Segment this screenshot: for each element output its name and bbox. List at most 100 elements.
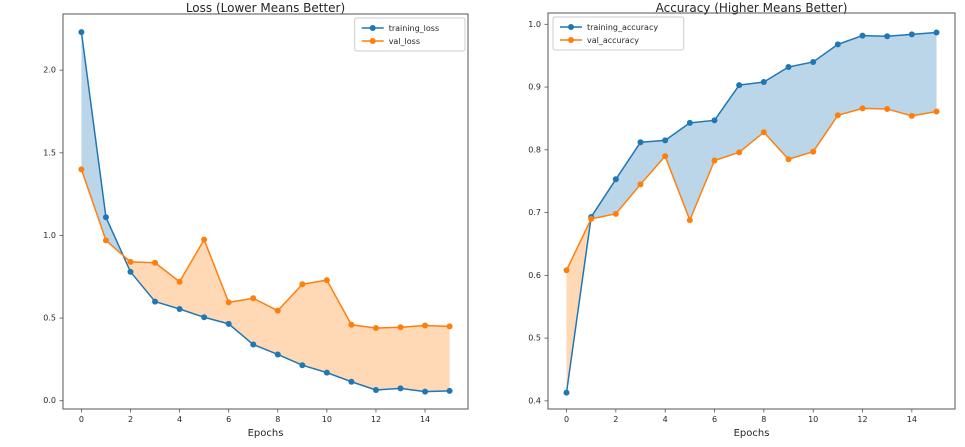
val_accuracy-point — [760, 129, 767, 136]
training_loss-point — [250, 341, 257, 348]
val_loss-point — [274, 307, 281, 314]
training_accuracy-point — [760, 79, 767, 86]
training_loss-point — [201, 314, 208, 321]
val_accuracy-point — [662, 153, 669, 160]
legend-label: val_accuracy — [587, 36, 639, 45]
val_loss-point — [78, 166, 85, 173]
training_accuracy-point — [908, 31, 915, 38]
y-tick-label: 0.5 — [528, 334, 541, 343]
loss-chart-title: Loss (Lower Means Better) — [186, 1, 345, 15]
fill-band — [123, 239, 450, 392]
val_loss-point — [446, 323, 453, 330]
training_loss-point — [152, 298, 159, 305]
val_loss-point — [102, 237, 109, 244]
plot-area — [547, 12, 956, 410]
x-tick-label: 6 — [226, 415, 231, 424]
training_loss-point — [127, 268, 134, 275]
training_accuracy-point — [637, 139, 644, 146]
y-tick-label: 2.0 — [43, 66, 56, 75]
legend-marker-sample — [568, 37, 574, 43]
y-tick-label: 1.0 — [528, 20, 541, 29]
training_loss-point — [372, 386, 379, 393]
fill-band — [81, 32, 124, 256]
y-tick-label: 0.9 — [528, 83, 541, 92]
val_accuracy-line — [565, 107, 937, 271]
val_accuracy-point — [834, 112, 841, 119]
y-tick-label: 1.0 — [43, 231, 56, 240]
accuracy-chart-title: Accuracy (Higher Means Better) — [656, 1, 848, 15]
training_loss-point — [422, 388, 429, 395]
legend-marker-sample — [568, 24, 574, 30]
val_accuracy-point — [785, 156, 792, 163]
val_accuracy-point — [736, 149, 743, 156]
val_loss-point — [397, 324, 404, 331]
x-tick-label: 14 — [420, 415, 430, 424]
x-tick-label: 10 — [808, 415, 818, 424]
x-tick-label: 2 — [128, 415, 133, 424]
val_loss-point — [152, 259, 159, 266]
val_loss-point — [323, 277, 330, 284]
val_accuracy-point — [588, 215, 595, 222]
y-tick-label: 0.7 — [528, 208, 541, 217]
training_accuracy-point — [563, 389, 570, 396]
training_accuracy-point — [859, 32, 866, 39]
y-tick-label: 1.5 — [43, 148, 56, 157]
x-tick-label: 4 — [663, 415, 668, 424]
training_accuracy-point — [884, 33, 891, 40]
val_accuracy-point — [884, 106, 891, 113]
x-tick-label: 4 — [177, 415, 182, 424]
legend-box — [552, 16, 685, 51]
legend-marker-sample — [369, 38, 376, 44]
training_accuracy-point — [810, 58, 817, 65]
training_accuracy-point — [711, 117, 718, 124]
y-tick-label: 0.8 — [528, 145, 541, 154]
val_accuracy-point — [859, 105, 866, 112]
x-tick-label: 12 — [371, 415, 381, 424]
y-tick-label: 0.0 — [43, 396, 56, 405]
val_loss-point — [422, 322, 429, 329]
plot-area — [62, 13, 469, 410]
val_accuracy-point — [563, 267, 570, 274]
training_loss-point — [102, 214, 109, 221]
y-tick-label: 0.4 — [528, 396, 541, 405]
fill-band — [590, 32, 937, 221]
x-tick-label: 0 — [79, 415, 84, 424]
val_accuracy-point — [711, 157, 718, 164]
val_loss-point — [299, 281, 306, 288]
val_loss-point — [348, 321, 355, 328]
training_loss-point — [176, 306, 183, 313]
x-tick-label: 10 — [322, 415, 332, 424]
training_loss-point — [274, 351, 281, 358]
accuracy-chart: 0 2 4 6 8 10 12 14 0.4 0.5 0.6 0.7 0.8 0.9 1.0 training… — [528, 12, 956, 424]
x-tick-label: 6 — [712, 415, 717, 424]
training_loss-point — [299, 362, 306, 369]
x-tick-label: 14 — [907, 415, 917, 424]
legend-label: val_loss — [389, 37, 420, 46]
val_loss-line — [80, 169, 450, 329]
val_accuracy-point — [637, 181, 644, 188]
x-tick-label: 0 — [564, 415, 569, 424]
legend-label: training_loss — [389, 24, 439, 33]
x-tick-label: 2 — [613, 415, 618, 424]
val_loss-point — [250, 295, 257, 302]
loss-chart-xlabel: Epochs — [248, 428, 284, 439]
val_loss-point — [372, 325, 379, 332]
training_accuracy-point — [933, 29, 940, 36]
training_accuracy-point — [736, 82, 743, 89]
training_accuracy-point — [612, 176, 619, 183]
training_loss-point — [78, 29, 85, 36]
val_loss-point — [225, 299, 232, 306]
training_loss-point — [348, 378, 355, 385]
training_loss-point — [225, 320, 232, 327]
val_loss-point — [176, 278, 183, 285]
val_accuracy-point — [686, 217, 693, 224]
legend-box — [354, 17, 466, 52]
val_accuracy-point — [612, 210, 619, 217]
training_accuracy-point — [686, 119, 693, 126]
training_accuracy-line — [565, 31, 937, 393]
x-tick-label: 12 — [857, 415, 867, 424]
loss-chart: 0 2 4 6 8 10 12 14 0.0 0.5 1.0 1.5 2.0 training_lossv… — [43, 13, 469, 424]
training_loss-point — [323, 369, 330, 376]
